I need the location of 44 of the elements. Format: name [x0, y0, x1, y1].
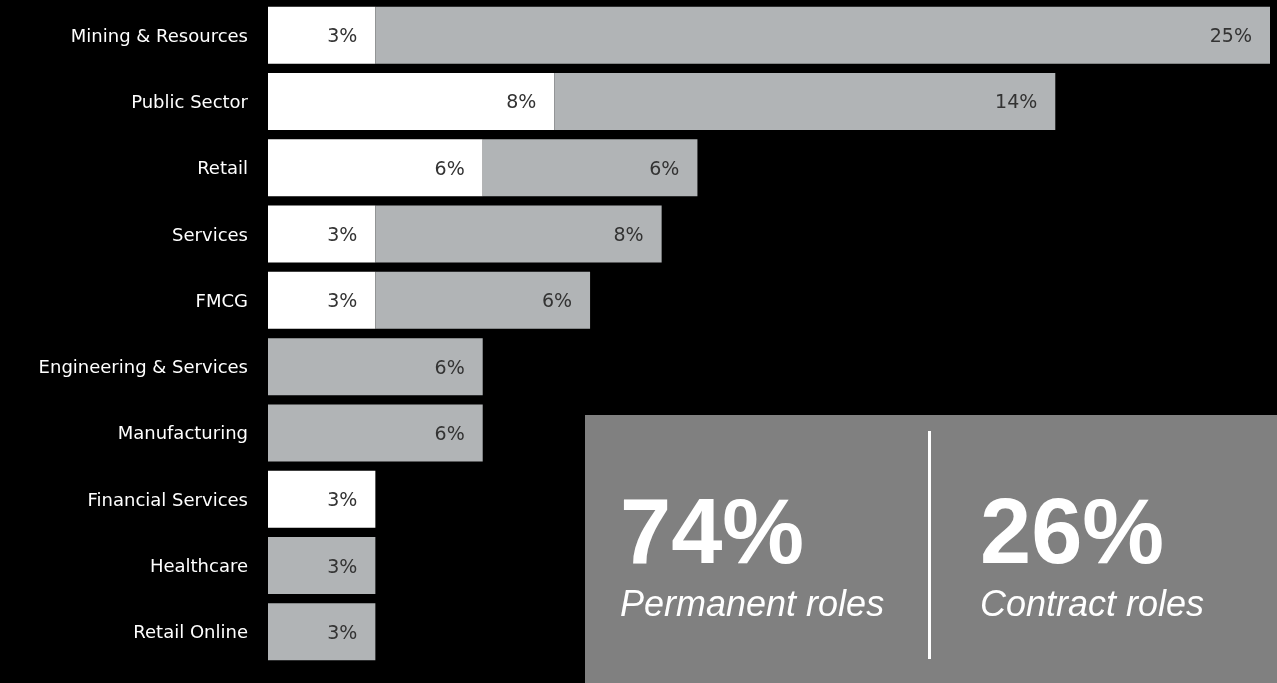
data-label: 8%: [506, 90, 537, 113]
bar: [375, 271, 591, 329]
y-tick-label: Services: [172, 223, 248, 245]
y-tick-label: Engineering & Services: [38, 356, 248, 378]
y-tick-label: Financial Services: [87, 488, 248, 510]
bar: [482, 139, 698, 197]
y-tick-label: Retail Online: [133, 621, 248, 643]
annotation: 74%: [620, 480, 806, 582]
bar: [554, 72, 1056, 130]
bar: [268, 72, 555, 130]
data-label: 25%: [1209, 24, 1252, 47]
data-label: 6%: [649, 156, 680, 179]
y-tick-label: FMCG: [195, 289, 248, 311]
data-label: 6%: [434, 156, 465, 179]
bar: [375, 205, 662, 263]
data-label: 6%: [541, 289, 573, 312]
bar: [268, 470, 376, 528]
y-tick-label: Public Sector: [131, 90, 249, 112]
bar: [268, 603, 376, 661]
data-label: 8%: [613, 223, 644, 246]
y-tick-label: Mining & Resources: [70, 24, 248, 46]
bar: [268, 6, 376, 64]
data-label: 3%: [327, 488, 358, 511]
data-label: 3%: [327, 620, 358, 643]
y-tick-label: Retail: [197, 157, 248, 179]
bar: [268, 404, 483, 462]
bar: [268, 338, 483, 396]
bar: [268, 205, 376, 263]
data-label: 3%: [327, 24, 358, 47]
bar: [375, 6, 1270, 64]
data-label: 3%: [327, 554, 358, 577]
data-label: 6%: [434, 355, 465, 378]
bar: [268, 537, 376, 595]
bar: [268, 271, 376, 329]
annotation: Permanent roles: [620, 583, 885, 625]
annotation: Contract roles: [980, 583, 1205, 625]
data-label: 6%: [434, 421, 465, 444]
annotation: 26%: [980, 480, 1166, 582]
y-tick-label: Manufacturing: [117, 422, 248, 444]
y-tick-label: Healthcare: [149, 555, 248, 577]
data-label: 3%: [327, 223, 358, 246]
bar: [268, 139, 483, 197]
data-label: 3%: [327, 289, 358, 312]
data-label: 14%: [995, 90, 1038, 113]
